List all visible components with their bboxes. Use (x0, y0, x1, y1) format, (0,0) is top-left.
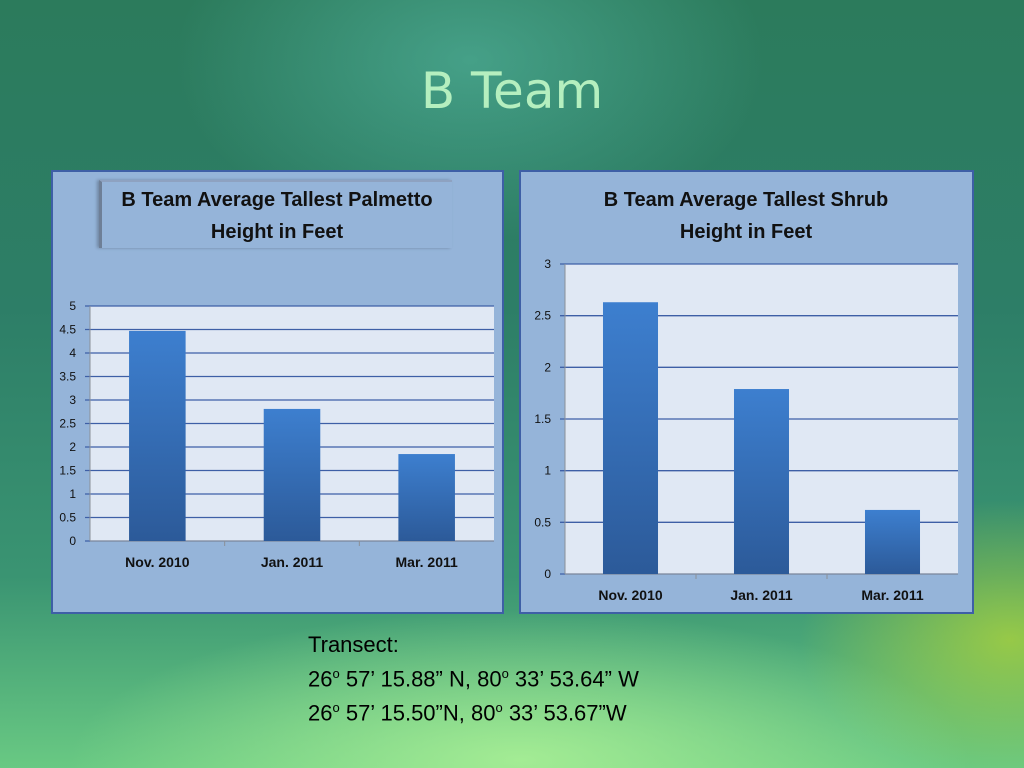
chart-title-line: B Team Average Tallest Palmetto (121, 189, 433, 211)
x-tick-label: Nov. 2010 (125, 554, 190, 570)
bar (864, 509, 921, 574)
y-tick-label: 0 (544, 567, 551, 581)
shrub-bar-chart: 0 0.5 1 1.5 2 2.5 3 Nov. 2010 Jan. 2011 Mar. 2011 (534, 257, 958, 603)
chart-title-line: Height in Feet (210, 221, 344, 243)
shrub-chart-panel: B Team Average Tallest Shrub Height in F… (519, 170, 974, 614)
y-tick-label: 4.5 (59, 323, 76, 337)
coordinate-line: 26o 57’ 15.50”N, 80o 33’ 53.67”W (308, 700, 627, 726)
shrub-chart-title: B Team Average Tallest Shrub Height in F… (566, 184, 926, 248)
y-tick-label: 3 (69, 393, 76, 407)
chart-title-frame (99, 180, 452, 248)
coordinate-line: 26o 57’ 15.88” N, 80o 33’ 53.64” W (308, 666, 639, 692)
x-tick-label: Jan. 2011 (261, 554, 323, 570)
bar (733, 389, 790, 574)
transect-info: Transect: 26o 57’ 15.88” N, 80o 33’ 53.6… (308, 630, 639, 728)
y-tick-label: 1 (544, 464, 551, 478)
y-tick-label: 4 (69, 346, 76, 360)
y-tick-label: 3.5 (59, 370, 76, 384)
y-tick-label: 2 (544, 360, 551, 374)
y-tick-label: 2.5 (59, 417, 76, 431)
y-tick-label: 2 (69, 440, 76, 454)
chart-title-line: B Team Average Tallest Shrub (603, 189, 889, 211)
transect-label: Transect: (308, 632, 399, 657)
bar (263, 408, 321, 541)
bar (129, 330, 186, 541)
y-tick-label: 1.5 (534, 412, 551, 426)
y-tick-label: 0.5 (59, 511, 76, 525)
palmetto-chart-title: B Team Average Tallest Palmetto Height i… (101, 184, 453, 248)
x-tick-label: Mar. 2011 (861, 587, 923, 603)
palmetto-chart-panel: B Team Average Tallest Palmetto Height i… (51, 170, 504, 614)
x-tick-label: Mar. 2011 (396, 554, 458, 570)
y-tick-label: 1.5 (59, 464, 76, 478)
y-tick-label: 0.5 (534, 515, 551, 529)
y-tick-label: 2.5 (534, 309, 551, 323)
y-tick-label: 5 (69, 299, 76, 313)
y-tick-label: 3 (544, 257, 551, 271)
x-tick-label: Nov. 2010 (598, 587, 663, 603)
y-tick-label: 0 (69, 534, 76, 548)
chart-title-line: Height in Feet (679, 221, 813, 243)
bar (602, 302, 659, 574)
palmetto-bar-chart: 0 0.5 1 1.5 2 2.5 3 3.5 4 4.5 5 Nov. 2010 Jan. 2011 M… (59, 299, 494, 570)
bar (398, 454, 455, 541)
y-tick-label: 1 (69, 487, 76, 501)
x-tick-label: Jan. 2011 (730, 587, 792, 603)
slide-title: B Team (420, 62, 604, 120)
